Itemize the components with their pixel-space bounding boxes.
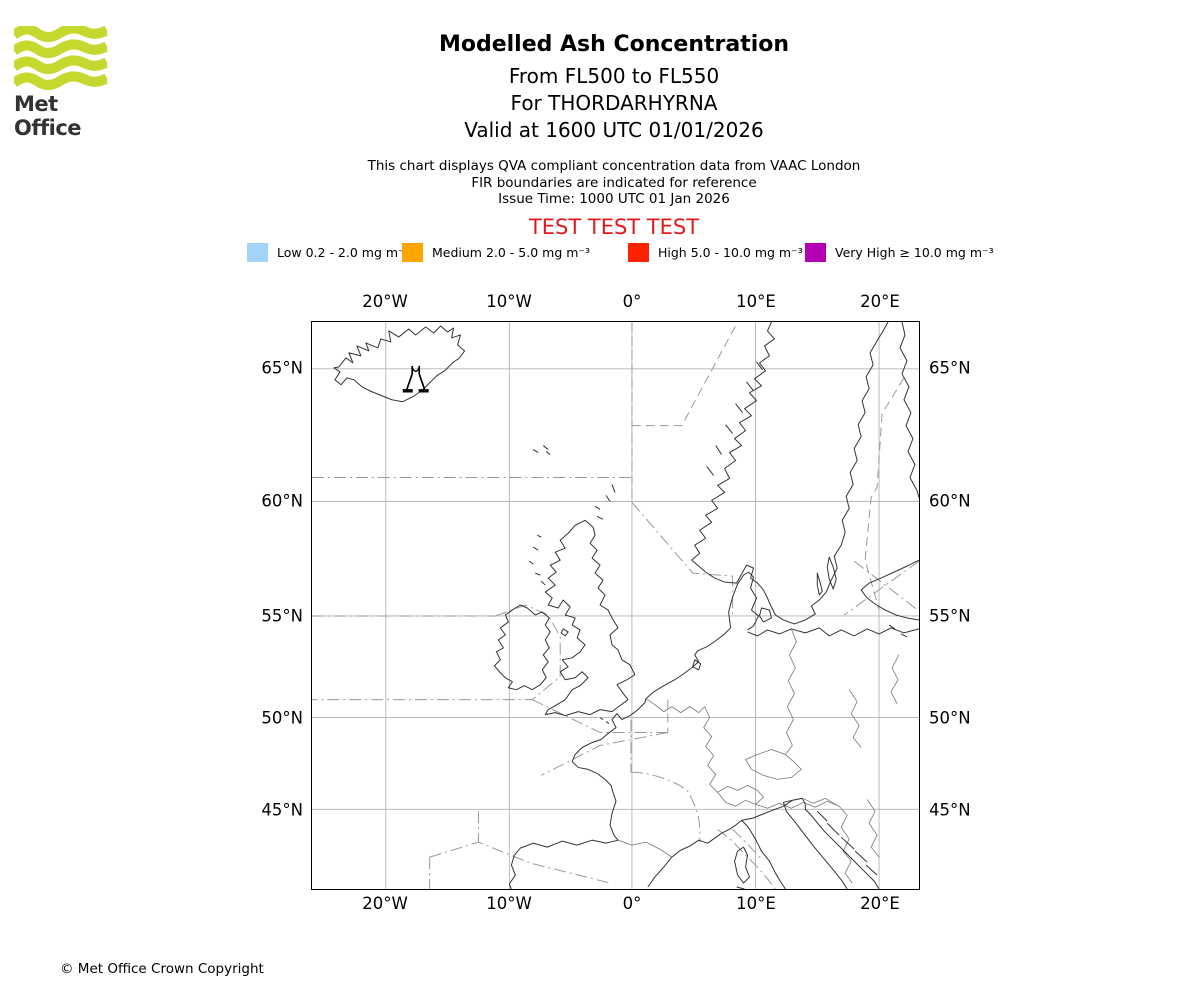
legend-item-low: Low 0.2 - 2.0 mg m⁻³ (247, 242, 410, 262)
lon-tick-top-20e: 20°E (860, 292, 900, 311)
page-title: Modelled Ash Concentration (438, 32, 790, 57)
lat-tick-right-55n: 55°N (929, 606, 971, 626)
high-swatch (628, 242, 649, 262)
lat-tick-right-50n: 50°N (929, 708, 971, 728)
chart-info-text: This chart displays QVA compliant concen… (28, 158, 1200, 208)
concentration-legend: Low 0.2 - 2.0 mg m⁻³ Medium 2.0 - 5.0 mg… (0, 242, 1200, 264)
lat-tick-left-50n: 50°N (261, 708, 303, 728)
legend-item-high: High 5.0 - 10.0 mg m⁻³ (628, 242, 803, 262)
legend-label-high: High 5.0 - 10.0 mg m⁻³ (658, 244, 803, 260)
legend-item-very-high: Very High ≥ 10.0 mg m⁻³ (805, 242, 994, 262)
lon-tick-top-20w: 20°W (362, 292, 408, 311)
lon-tick-bottom-10e: 10°E (736, 894, 776, 913)
lat-tick-left-65n: 65°N (261, 358, 303, 378)
logo-wordmark: Met Office (14, 92, 82, 140)
lat-tick-left-55n: 55°N (261, 606, 303, 626)
lon-tick-top-10e: 10°E (736, 292, 776, 311)
lat-tick-left-45n: 45°N (261, 800, 303, 820)
subtitle-volcano-name: For THORDARHYRNA (510, 91, 718, 115)
very-high-swatch (805, 242, 826, 262)
legend-label-low: Low 0.2 - 2.0 mg m⁻³ (277, 244, 410, 260)
info-line-qva: This chart displays QVA compliant concen… (367, 158, 861, 174)
europe-map-svg (312, 321, 920, 890)
map-plot (311, 321, 920, 890)
lon-tick-bottom-10w: 10°W (486, 894, 532, 913)
country-borders (617, 628, 900, 884)
test-banner: TEST TEST TEST (528, 215, 700, 239)
lon-tick-bottom-20w: 20°W (362, 894, 408, 913)
logo-waves-icon (14, 26, 107, 90)
volcano-marker-icon (402, 365, 429, 393)
lat-tick-right-60n: 60°N (929, 491, 971, 511)
medium-swatch (402, 242, 423, 262)
met-office-logo: Met Office (14, 26, 114, 140)
lon-tick-bottom-0: 0° (622, 894, 642, 913)
legend-label-very-high: Very High ≥ 10.0 mg m⁻³ (835, 244, 994, 260)
lon-tick-top-10w: 10°W (486, 292, 532, 311)
low-swatch (247, 242, 268, 262)
crown-copyright: © Met Office Crown Copyright (60, 961, 264, 977)
fir-boundaries (312, 322, 920, 890)
info-line-fir: FIR boundaries are indicated for referen… (471, 174, 757, 191)
lat-tick-left-60n: 60°N (261, 491, 303, 511)
info-line-issue-time: Issue Time: 1000 UTC 01 Jan 2026 (498, 191, 730, 207)
graticule (312, 322, 919, 889)
lon-tick-bottom-20e: 20°E (860, 894, 900, 913)
legend-item-medium: Medium 2.0 - 5.0 mg m⁻³ (402, 242, 590, 262)
subtitle-valid-time: Valid at 1600 UTC 01/01/2026 (464, 118, 764, 142)
lat-tick-right-65n: 65°N (929, 358, 971, 378)
coastlines (333, 321, 920, 890)
legend-label-medium: Medium 2.0 - 5.0 mg m⁻³ (432, 244, 591, 260)
lon-tick-top-0: 0° (622, 292, 642, 311)
subtitle-flight-levels: From FL500 to FL550 (508, 64, 720, 88)
lat-tick-right-45n: 45°N (929, 800, 971, 820)
